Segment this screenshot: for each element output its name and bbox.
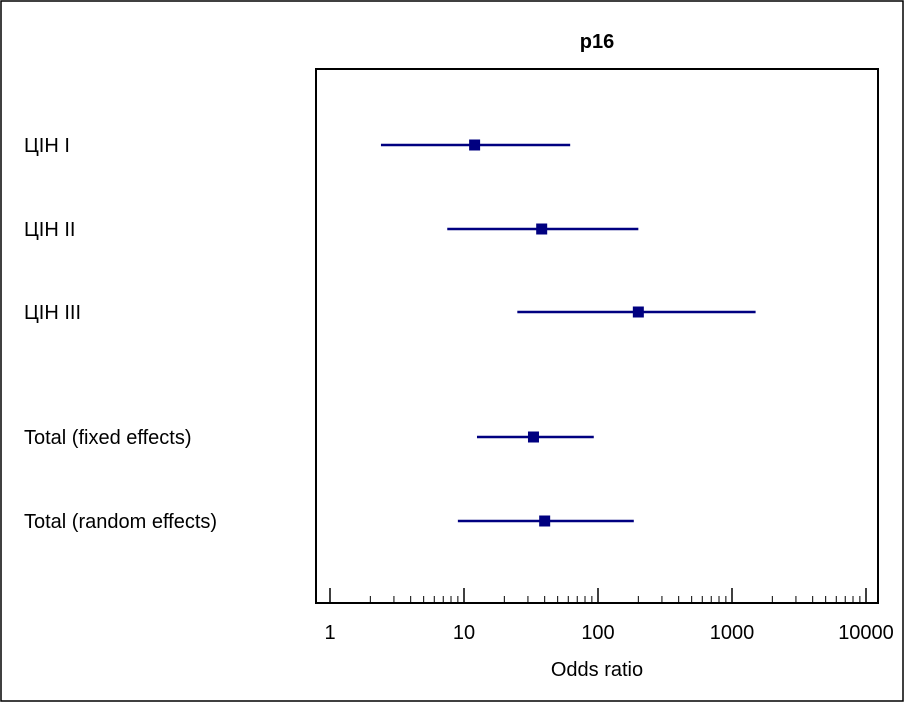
row-label: ЦІН ІІІ xyxy=(24,302,81,324)
row-label: ЦІН І xyxy=(24,135,70,157)
estimate-marker xyxy=(539,515,551,527)
chart-title: p16 xyxy=(580,31,614,53)
estimate-marker xyxy=(469,139,481,151)
x-axis-label: Odds ratio xyxy=(551,659,643,681)
x-tick-label: 10000 xyxy=(838,622,894,644)
point-estimates xyxy=(469,139,644,527)
row-label: Total (random effects) xyxy=(24,511,217,533)
x-tick-label: 1 xyxy=(324,622,335,644)
estimate-marker xyxy=(536,223,548,235)
row-label: Total (fixed effects) xyxy=(24,427,191,449)
x-tick-label: 100 xyxy=(581,622,614,644)
estimate-marker xyxy=(632,306,644,318)
x-tick-label: 1000 xyxy=(710,622,755,644)
plot-area xyxy=(315,68,879,604)
estimate-marker xyxy=(527,431,539,443)
x-axis: 1 10 100 1000 10000 xyxy=(324,588,894,644)
row-label: ЦІН ІІ xyxy=(24,219,75,241)
x-tick-label: 10 xyxy=(453,622,475,644)
row-labels: ЦІН І ЦІН ІІ ЦІН ІІІ Total (fixed effects) T… xyxy=(24,135,217,533)
